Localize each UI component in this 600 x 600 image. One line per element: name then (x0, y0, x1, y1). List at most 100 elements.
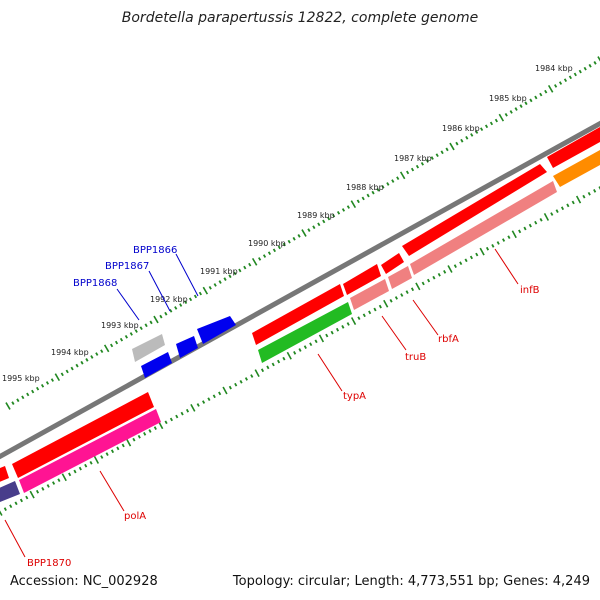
gene-bar-salmon-rbfA[interactable] (388, 266, 412, 289)
outer-ring-minor-tick (60, 372, 64, 377)
gene-bar-salmon-truB[interactable] (350, 279, 389, 310)
inner-ring-major-tick (415, 282, 421, 291)
inner-ring-minor-tick (260, 368, 265, 373)
inner-ring-minor-tick (132, 437, 136, 442)
outer-ring-minor-tick (16, 398, 20, 403)
gene-bar-purple[interactable] (0, 481, 20, 506)
inner-ring-minor-tick (35, 489, 40, 494)
outer-ring-minor-tick (100, 349, 104, 354)
inner-ring-minor-tick (9, 504, 13, 509)
outer-ring-minor-tick (287, 239, 291, 244)
gene-bar-green-typA[interactable] (258, 302, 352, 363)
inner-ring-minor-tick (121, 443, 125, 448)
inner-ring-minor-tick (362, 313, 366, 318)
outer-ring-minor-tick (238, 268, 242, 273)
tick-label-1989: 1989 kbp (297, 211, 335, 220)
outer-ring-minor-tick (124, 334, 128, 339)
outer-ring-minor-tick (519, 104, 523, 108)
outer-ring-major-tick (153, 315, 159, 324)
inner-ring-minor-tick (303, 345, 307, 349)
outer-ring-minor-tick (144, 323, 148, 328)
inner-ring-minor-tick (57, 478, 61, 483)
gene-arrow-typA[interactable] (252, 284, 344, 345)
gene-arrow-blue-reverse[interactable] (141, 352, 172, 378)
outer-ring-minor-tick (90, 355, 94, 359)
inner-ring-minor-tick (496, 241, 500, 245)
accession-text: Accession: NC_002928 (10, 574, 158, 589)
inner-ring-major-tick (125, 438, 132, 447)
gene-bar-pink-polA[interactable] (19, 409, 161, 493)
inner-ring-minor-tick (475, 252, 479, 257)
outer-ring-minor-tick (139, 326, 143, 330)
gene-arrow-BPP1870[interactable] (0, 466, 9, 486)
outer-ring-minor-tick (31, 389, 35, 394)
leader-BPP1868 (116, 288, 140, 321)
outer-ring-minor-tick (193, 294, 198, 299)
inner-ring-minor-tick (298, 348, 302, 352)
leader-infB (494, 248, 519, 285)
label-rbfA: rbfA (438, 334, 459, 345)
outer-ring-minor-tick (277, 245, 281, 250)
inner-ring-minor-tick (394, 296, 398, 300)
leader-BPP1867 (148, 270, 171, 312)
outer-ring-minor-tick (110, 343, 114, 348)
outer-ring-minor-tick (307, 228, 311, 232)
outer-ring-minor-tick (361, 196, 365, 201)
outer-tick-ring (5, 56, 600, 410)
tick-label-1994: 1994 kbp (51, 348, 89, 357)
outer-ring-major-tick (547, 84, 554, 93)
outer-ring-minor-tick (272, 248, 276, 253)
inner-ring-minor-tick (410, 287, 415, 292)
inner-ring-major-tick (318, 334, 325, 343)
outer-ring-minor-tick (312, 225, 316, 230)
outer-ring-minor-tick (332, 213, 336, 218)
inner-ring-minor-tick (250, 374, 254, 378)
inner-ring-minor-tick (185, 408, 190, 413)
gene-arrow-polA[interactable] (12, 392, 154, 478)
inner-ring-minor-tick (518, 229, 522, 234)
outer-ring-minor-tick (248, 262, 252, 267)
gene-arrow-BPP1867[interactable] (176, 336, 198, 358)
gene-arrow-infB[interactable] (402, 164, 547, 256)
outer-ring-minor-tick (336, 210, 341, 215)
inner-ring-minor-tick (528, 223, 532, 228)
outer-ring-minor-tick (114, 340, 119, 345)
inner-ring-minor-tick (341, 325, 345, 329)
outer-ring-minor-tick (534, 95, 538, 100)
inner-ring-minor-tick (582, 194, 586, 199)
outer-ring-major-tick (103, 344, 110, 353)
leader-lines (4, 248, 519, 558)
gene-bar-salmon-infB[interactable] (410, 181, 557, 275)
inner-ring-minor-tick (228, 385, 232, 390)
outer-ring-minor-tick (346, 205, 350, 209)
outer-ring-major-tick (5, 402, 11, 410)
gene-arrow-BPP1866[interactable] (197, 316, 236, 344)
gene-bar-orange[interactable] (553, 150, 600, 187)
outer-ring-minor-tick (415, 164, 420, 169)
outer-ring-minor-tick (514, 107, 518, 111)
leader-polA (99, 470, 125, 512)
outer-ring-major-tick (301, 229, 307, 237)
inner-ring-minor-tick (534, 220, 538, 225)
gene-arrow-truB[interactable] (343, 264, 381, 295)
inner-ring-minor-tick (587, 191, 591, 196)
gene-arrow-red-far[interactable] (547, 127, 600, 168)
outer-ring-minor-tick (297, 234, 301, 238)
gene-arrow-BPP1868[interactable] (132, 334, 165, 362)
inner-ring-minor-tick (266, 365, 270, 370)
outer-ring-minor-tick (504, 112, 508, 117)
outer-ring-minor-tick (440, 150, 444, 155)
leader-BPP1866 (175, 253, 199, 297)
inner-ring-minor-tick (212, 394, 216, 399)
tick-label-1991: 1991 kbp (200, 267, 238, 276)
outer-ring-minor-tick (583, 66, 587, 71)
outer-ring-minor-tick (218, 280, 222, 284)
inner-ring-minor-tick (309, 342, 313, 347)
inner-ring-minor-tick (89, 460, 93, 465)
inner-ring-minor-tick (137, 434, 141, 439)
inner-ring-minor-tick (485, 246, 490, 251)
gene-arrow-rbfA[interactable] (381, 253, 404, 274)
outer-ring-minor-tick (159, 314, 163, 319)
outer-ring-major-tick (251, 257, 258, 266)
outer-ring-minor-tick (26, 392, 30, 397)
